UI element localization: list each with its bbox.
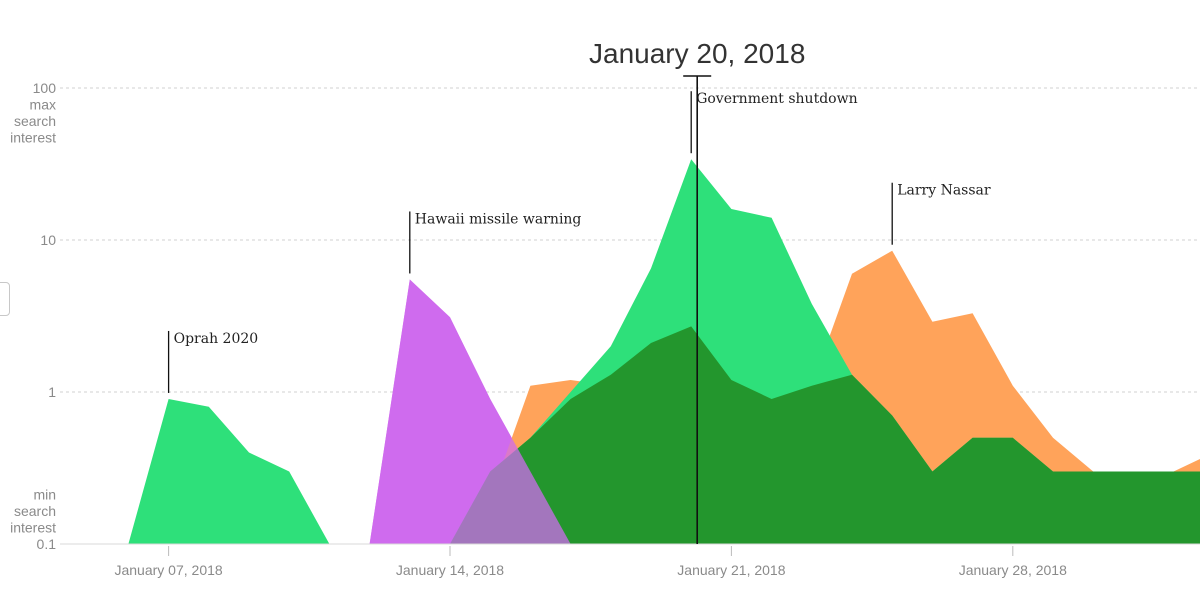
y-tick-label: search xyxy=(14,113,56,129)
x-tick-label: January 14, 2018 xyxy=(396,562,504,578)
y-tick-label: 10 xyxy=(40,232,56,248)
x-tick-label: January 21, 2018 xyxy=(677,562,785,578)
y-tick-label: search xyxy=(14,503,56,519)
annotation-label: Larry Nassar xyxy=(897,183,991,199)
x-tick-label: January 07, 2018 xyxy=(114,562,222,578)
series-areas xyxy=(128,159,1200,544)
annotation-label: Hawaii missile warning xyxy=(415,211,582,227)
y-tick-label: 1 xyxy=(48,384,56,400)
date-cursor[interactable]: January 20, 2018 xyxy=(589,38,805,544)
series-area-6 xyxy=(369,279,571,544)
y-tick-label: interest xyxy=(10,520,56,536)
y-tick-label: interest xyxy=(10,130,56,146)
annotations: Oprah 2020 Hawaii missile warning Governme… xyxy=(167,91,991,393)
x-axis: January 07, 2018 January 14, 2018 January … xyxy=(60,543,1200,578)
x-tick-label: January 28, 2018 xyxy=(959,562,1067,578)
y-tick-label: min xyxy=(33,487,56,503)
side-panel-handle[interactable] xyxy=(0,282,10,316)
y-axis: 100maxsearchinterest101minsearchinterest… xyxy=(10,80,56,552)
y-tick-label: 100 xyxy=(33,80,57,96)
annotation-label: Government shutdown xyxy=(696,91,857,107)
cursor-date-label: January 20, 2018 xyxy=(589,38,805,69)
series-area-5 xyxy=(450,326,1200,544)
series-area-1 xyxy=(128,399,330,544)
annotation-label: Oprah 2020 xyxy=(174,331,259,347)
y-tick-label: max xyxy=(30,97,56,113)
y-tick-label: 0.1 xyxy=(37,536,57,552)
